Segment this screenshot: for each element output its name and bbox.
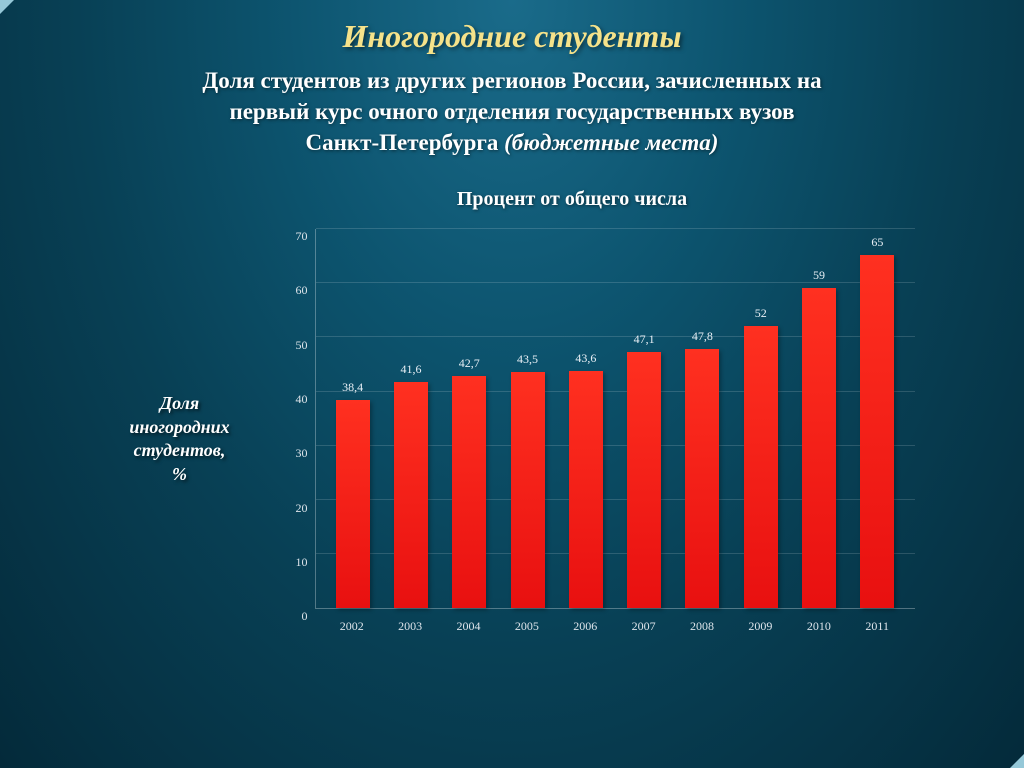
slide-container: Иногородние студенты Доля студентов из д… xyxy=(0,0,1024,768)
y-axis-label-line-4: % xyxy=(172,464,187,484)
bar xyxy=(336,400,370,608)
bar-value-label: 52 xyxy=(755,306,767,321)
subtitle-line-3-plain: Санкт-Петербурга xyxy=(306,130,505,155)
corner-decoration-top-left xyxy=(0,0,14,14)
plot-area: 010203040506070 38,441,642,743,543,647,1… xyxy=(315,229,915,609)
x-tick-label: 2002 xyxy=(327,609,377,649)
bar xyxy=(511,372,545,608)
x-tick-label: 2003 xyxy=(385,609,435,649)
bar-group: 41,6 xyxy=(386,362,436,608)
bar xyxy=(744,326,778,608)
y-axis-label-line-1: Доля xyxy=(160,393,199,413)
bar-group: 47,8 xyxy=(677,329,727,608)
bar-group: 43,5 xyxy=(503,352,553,608)
x-tick-label: 2010 xyxy=(794,609,844,649)
corner-decoration-bottom-right xyxy=(1010,754,1024,768)
x-tick-label: 2008 xyxy=(677,609,727,649)
bar xyxy=(394,382,428,608)
y-axis-label: Доля иногородних студентов, % xyxy=(110,392,250,486)
bar-group: 47,1 xyxy=(619,332,669,608)
chart-area: 010203040506070 38,441,642,743,543,647,1… xyxy=(275,229,915,649)
chart-title: Процент от общего числа xyxy=(160,188,984,211)
chart-container: Доля иногородних студентов, % 0102030405… xyxy=(40,229,984,649)
bar-value-label: 47,1 xyxy=(634,332,655,347)
subtitle-line-3-italic: (бюджетные места) xyxy=(504,130,718,155)
x-labels-container: 2002200320042005200620072008200920102011 xyxy=(315,609,915,649)
bar xyxy=(685,349,719,608)
bar-value-label: 42,7 xyxy=(459,356,480,371)
bar-value-label: 38,4 xyxy=(342,380,363,395)
bar xyxy=(802,288,836,608)
bar-value-label: 43,6 xyxy=(575,351,596,366)
bar-group: 59 xyxy=(794,268,844,608)
x-tick-label: 2004 xyxy=(443,609,493,649)
x-tick-label: 2005 xyxy=(502,609,552,649)
bar-group: 65 xyxy=(852,235,902,608)
bars-container: 38,4 41,6 42,7 43,5 43,6 47,1 47,8 52 59 65 xyxy=(316,229,915,608)
subtitle-line-2: первый курс очного отделения государстве… xyxy=(229,99,794,124)
x-tick-label: 2011 xyxy=(852,609,902,649)
slide-subtitle: Доля студентов из других регионов России… xyxy=(40,65,984,158)
bar-value-label: 59 xyxy=(813,268,825,283)
bar xyxy=(860,255,894,608)
x-tick-label: 2006 xyxy=(560,609,610,649)
x-tick-label: 2007 xyxy=(619,609,669,649)
bar-group: 42,7 xyxy=(444,356,494,608)
bar xyxy=(569,371,603,608)
bar-value-label: 41,6 xyxy=(400,362,421,377)
subtitle-line-1: Доля студентов из других регионов России… xyxy=(202,68,821,93)
x-tick-label: 2009 xyxy=(735,609,785,649)
bar-value-label: 47,8 xyxy=(692,329,713,344)
bar xyxy=(627,352,661,608)
bar-group: 52 xyxy=(736,306,786,608)
slide-title: Иногородние студенты xyxy=(40,18,984,55)
y-axis-label-line-2: иногородних xyxy=(129,417,229,437)
bar-value-label: 43,5 xyxy=(517,352,538,367)
bar-group: 38,4 xyxy=(328,380,378,608)
bar xyxy=(452,376,486,608)
bar-group: 43,6 xyxy=(561,351,611,608)
bar-value-label: 65 xyxy=(871,235,883,250)
y-axis-label-line-3: студентов, xyxy=(134,440,226,460)
